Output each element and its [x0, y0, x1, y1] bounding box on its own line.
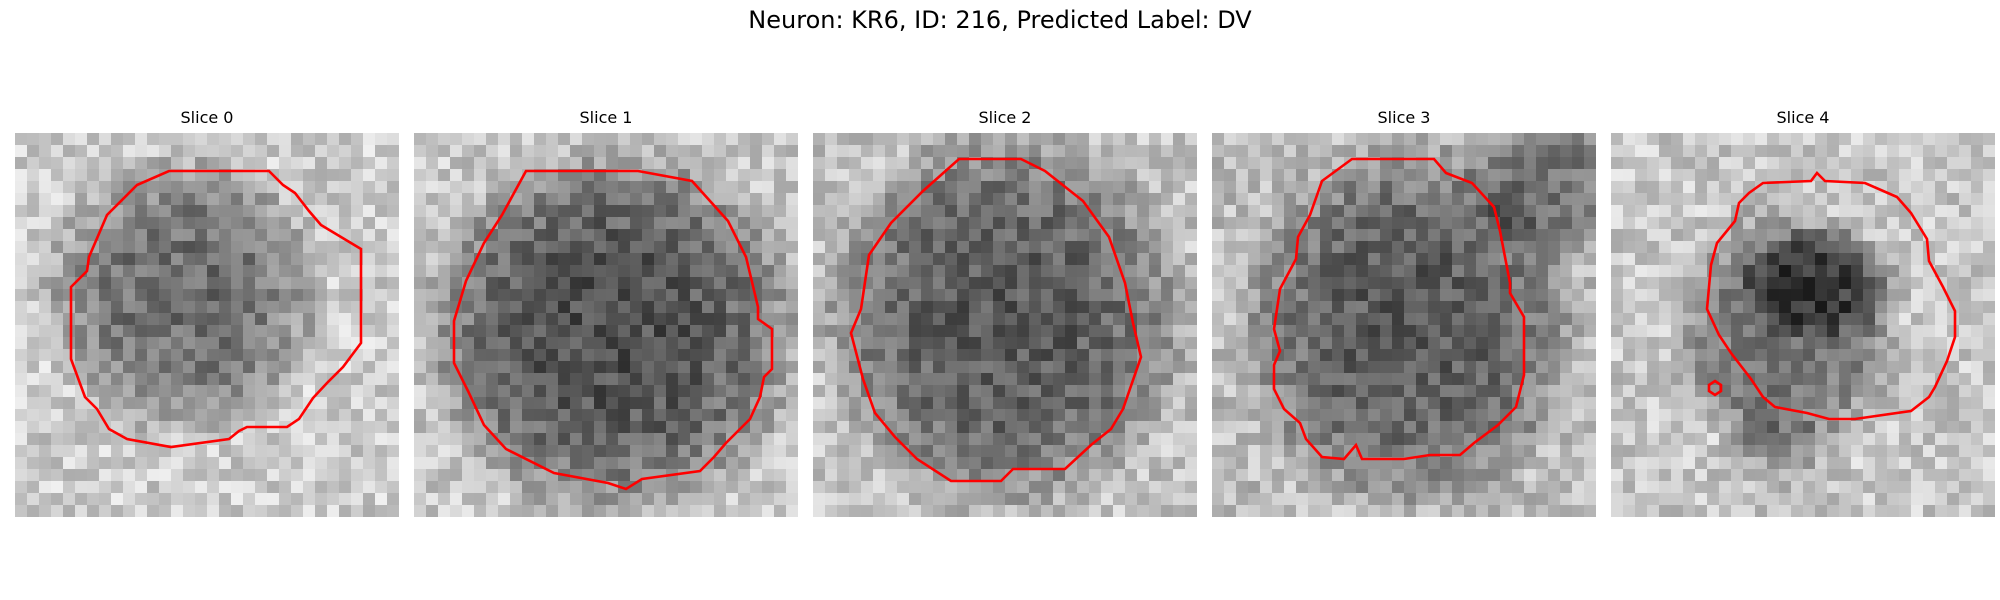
slice-pixels-4	[1611, 133, 1995, 517]
slice-title-3: Slice 3	[1212, 108, 1596, 127]
slice-image-3	[1212, 133, 1596, 517]
slice-title-4: Slice 4	[1611, 108, 1995, 127]
slice-title-0: Slice 0	[15, 108, 399, 127]
slice-panel-3: Slice 3	[1212, 108, 1596, 518]
slice-pixels-2	[813, 133, 1197, 517]
slice-panel-2: Slice 2	[813, 108, 1197, 518]
slice-pixels-1	[414, 133, 798, 517]
slice-panel-4: Slice 4	[1611, 108, 1995, 518]
figure-title: Neuron: KR6, ID: 216, Predicted Label: D…	[0, 6, 2000, 34]
slice-panel-0: Slice 0	[15, 108, 399, 518]
slice-pixels-0	[15, 133, 399, 517]
slice-image-2	[813, 133, 1197, 517]
slice-title-1: Slice 1	[414, 108, 798, 127]
slice-image-4	[1611, 133, 1995, 517]
slice-image-1	[414, 133, 798, 517]
slice-image-0	[15, 133, 399, 517]
slice-title-2: Slice 2	[813, 108, 1197, 127]
slice-panel-1: Slice 1	[414, 108, 798, 518]
